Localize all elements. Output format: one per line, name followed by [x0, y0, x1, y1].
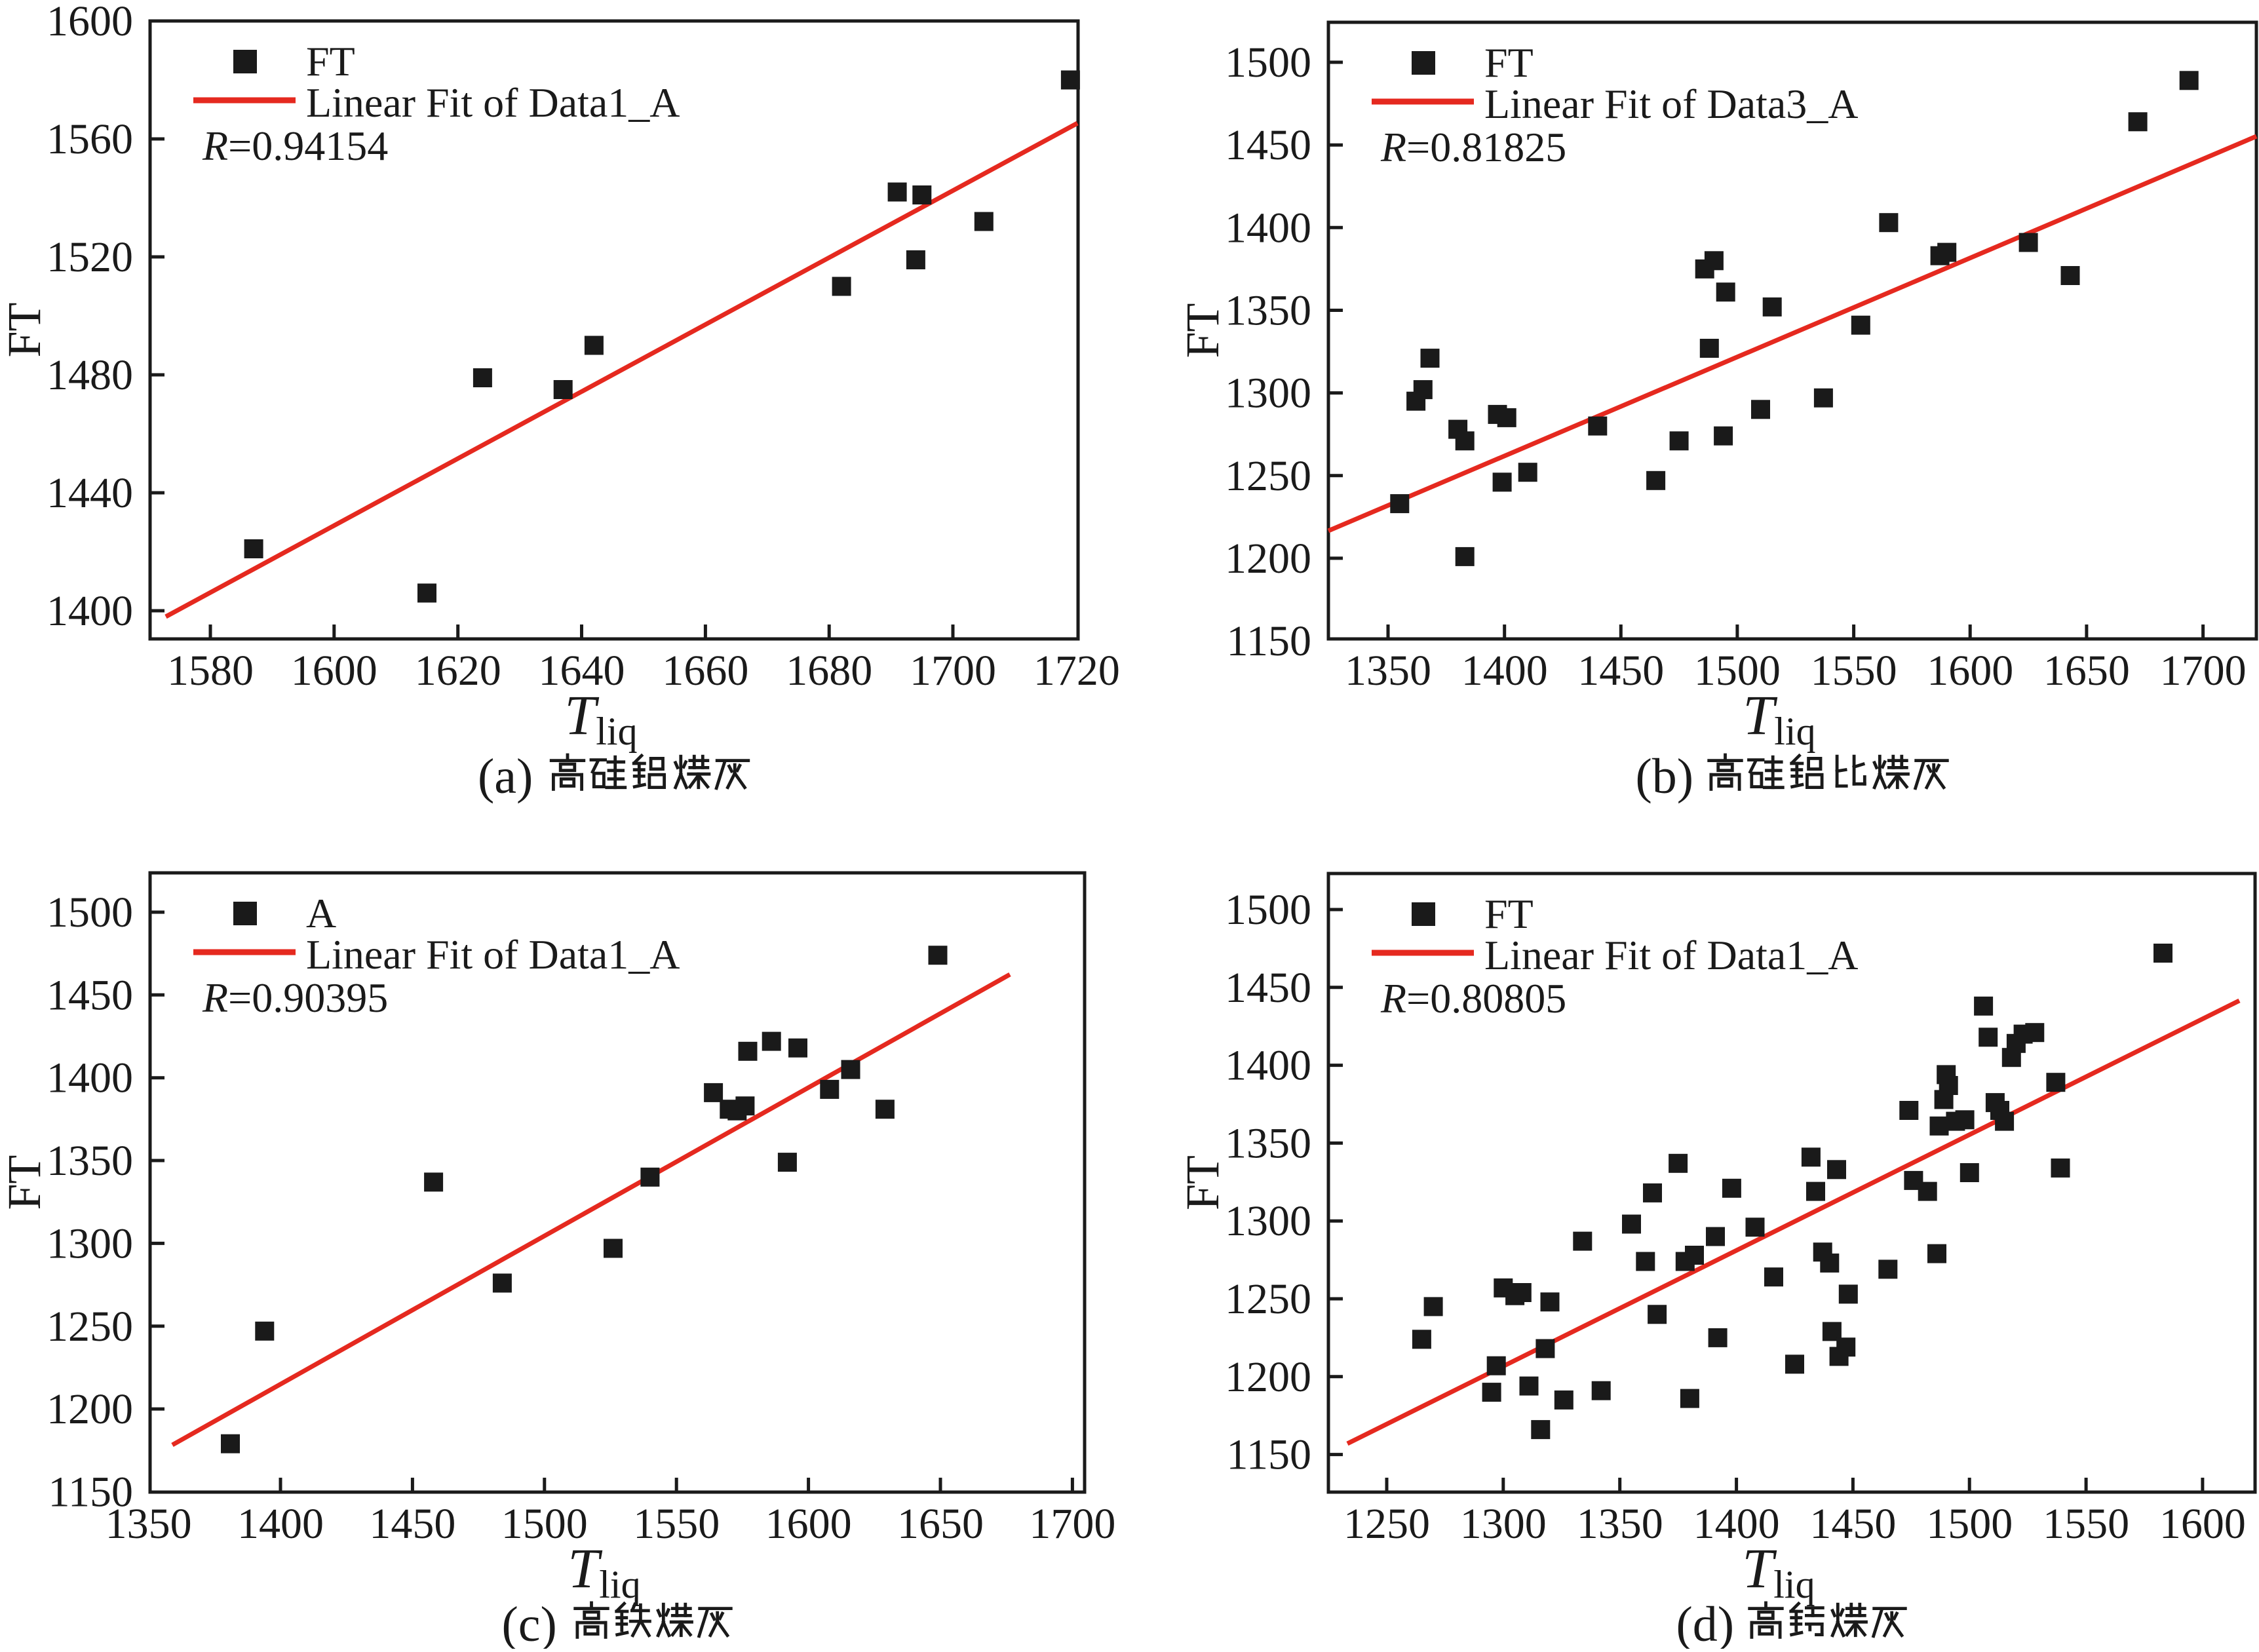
svg-text:1350: 1350	[1225, 287, 1311, 335]
svg-text:1350: 1350	[1577, 1500, 1663, 1548]
svg-text:1650: 1650	[897, 1500, 984, 1548]
svg-text:1700: 1700	[910, 647, 996, 695]
svg-text:1400: 1400	[47, 587, 133, 635]
svg-text:1500: 1500	[1694, 647, 1781, 695]
svg-text:1500: 1500	[47, 889, 133, 936]
svg-text:FT: FT	[1484, 891, 1534, 937]
svg-text:1300: 1300	[1460, 1500, 1547, 1548]
svg-text:Tliq: Tliq	[564, 683, 637, 753]
svg-text:1250: 1250	[1225, 1275, 1311, 1323]
svg-text:1350: 1350	[1225, 1119, 1311, 1167]
svg-text:1200: 1200	[47, 1385, 133, 1433]
svg-text:1560: 1560	[47, 115, 133, 163]
svg-text:FT: FT	[0, 302, 50, 357]
svg-text:FT: FT	[1176, 1155, 1229, 1210]
svg-text:1500: 1500	[1926, 1500, 2013, 1548]
svg-text:Tliq: Tliq	[568, 1537, 640, 1606]
svg-text:Linear Fit of Data1_A: Linear Fit of Data1_A	[306, 79, 680, 126]
svg-text:1640: 1640	[539, 647, 625, 695]
svg-text:1150: 1150	[48, 1468, 133, 1516]
svg-text:1200: 1200	[1225, 535, 1311, 583]
svg-text:1250: 1250	[1343, 1500, 1430, 1548]
svg-text:1720: 1720	[1033, 647, 1120, 695]
svg-text:1400: 1400	[1461, 647, 1548, 695]
svg-text:1300: 1300	[47, 1220, 133, 1267]
svg-text:FT: FT	[306, 38, 355, 85]
svg-text:1600: 1600	[765, 1500, 852, 1548]
svg-text:1520: 1520	[47, 233, 133, 281]
svg-text:1600: 1600	[291, 647, 377, 695]
svg-text:R=0.90395: R=0.90395	[202, 974, 388, 1021]
svg-text:1500: 1500	[1225, 39, 1311, 86]
svg-text:1450: 1450	[1225, 121, 1311, 169]
svg-text:Tliq: Tliq	[1742, 1537, 1815, 1606]
svg-text:1250: 1250	[1225, 452, 1311, 500]
svg-text:1200: 1200	[1225, 1353, 1311, 1401]
svg-text:1400: 1400	[1693, 1500, 1780, 1548]
svg-text:1450: 1450	[1809, 1500, 1896, 1548]
svg-text:1250: 1250	[47, 1303, 133, 1351]
svg-text:FT: FT	[1484, 39, 1534, 86]
svg-text:Linear Fit of Data1_A: Linear Fit of Data1_A	[306, 931, 680, 978]
svg-text:1550: 1550	[633, 1500, 720, 1548]
svg-text:1400: 1400	[1225, 1042, 1311, 1090]
svg-text:1450: 1450	[1225, 964, 1311, 1012]
svg-text:1400: 1400	[237, 1500, 324, 1548]
svg-text:1550: 1550	[1811, 647, 1897, 695]
svg-text:1600: 1600	[47, 0, 133, 45]
svg-text:1440: 1440	[47, 469, 133, 517]
svg-text:Linear Fit of Data1_A: Linear Fit of Data1_A	[1484, 932, 1859, 978]
svg-text:1660: 1660	[662, 647, 748, 695]
svg-text:1150: 1150	[1226, 1431, 1311, 1479]
svg-text:1300: 1300	[1225, 370, 1311, 417]
svg-text:1450: 1450	[47, 971, 133, 1019]
svg-text:FT: FT	[0, 1155, 50, 1210]
svg-text:1350: 1350	[47, 1137, 133, 1185]
svg-text:Tliq: Tliq	[1743, 683, 1815, 753]
svg-text:1600: 1600	[1927, 647, 2013, 695]
svg-text:(d): (d)	[1676, 1597, 1735, 1649]
svg-text:1680: 1680	[786, 647, 872, 695]
svg-text:1550: 1550	[2043, 1500, 2129, 1548]
svg-text:1600: 1600	[2159, 1500, 2246, 1548]
svg-text:1400: 1400	[47, 1054, 133, 1102]
svg-text:1620: 1620	[415, 647, 501, 695]
svg-text:(b): (b)	[1636, 749, 1694, 804]
svg-text:1580: 1580	[167, 647, 254, 695]
svg-text:(c): (c)	[502, 1597, 557, 1649]
svg-text:1650: 1650	[2043, 647, 2130, 695]
svg-text:1700: 1700	[1029, 1500, 1115, 1548]
svg-text:1350: 1350	[1345, 647, 1431, 695]
svg-text:R=0.94154: R=0.94154	[202, 123, 388, 169]
svg-text:R=0.81825: R=0.81825	[1380, 124, 1566, 170]
svg-text:(a): (a)	[478, 749, 533, 804]
svg-text:1150: 1150	[1226, 617, 1311, 665]
svg-text:1350: 1350	[106, 1500, 192, 1548]
svg-text:1450: 1450	[1577, 647, 1664, 695]
svg-text:A: A	[306, 890, 336, 936]
svg-text:1700: 1700	[2160, 647, 2247, 695]
svg-text:1300: 1300	[1225, 1197, 1311, 1245]
svg-text:1450: 1450	[369, 1500, 455, 1548]
svg-text:1480: 1480	[47, 351, 133, 399]
svg-text:1500: 1500	[501, 1500, 588, 1548]
svg-text:1500: 1500	[1225, 886, 1311, 934]
svg-text:R=0.80805: R=0.80805	[1380, 975, 1566, 1022]
svg-text:Linear Fit of Data3_A: Linear Fit of Data3_A	[1484, 81, 1859, 127]
svg-text:1400: 1400	[1225, 204, 1311, 252]
svg-text:FT: FT	[1176, 303, 1229, 358]
